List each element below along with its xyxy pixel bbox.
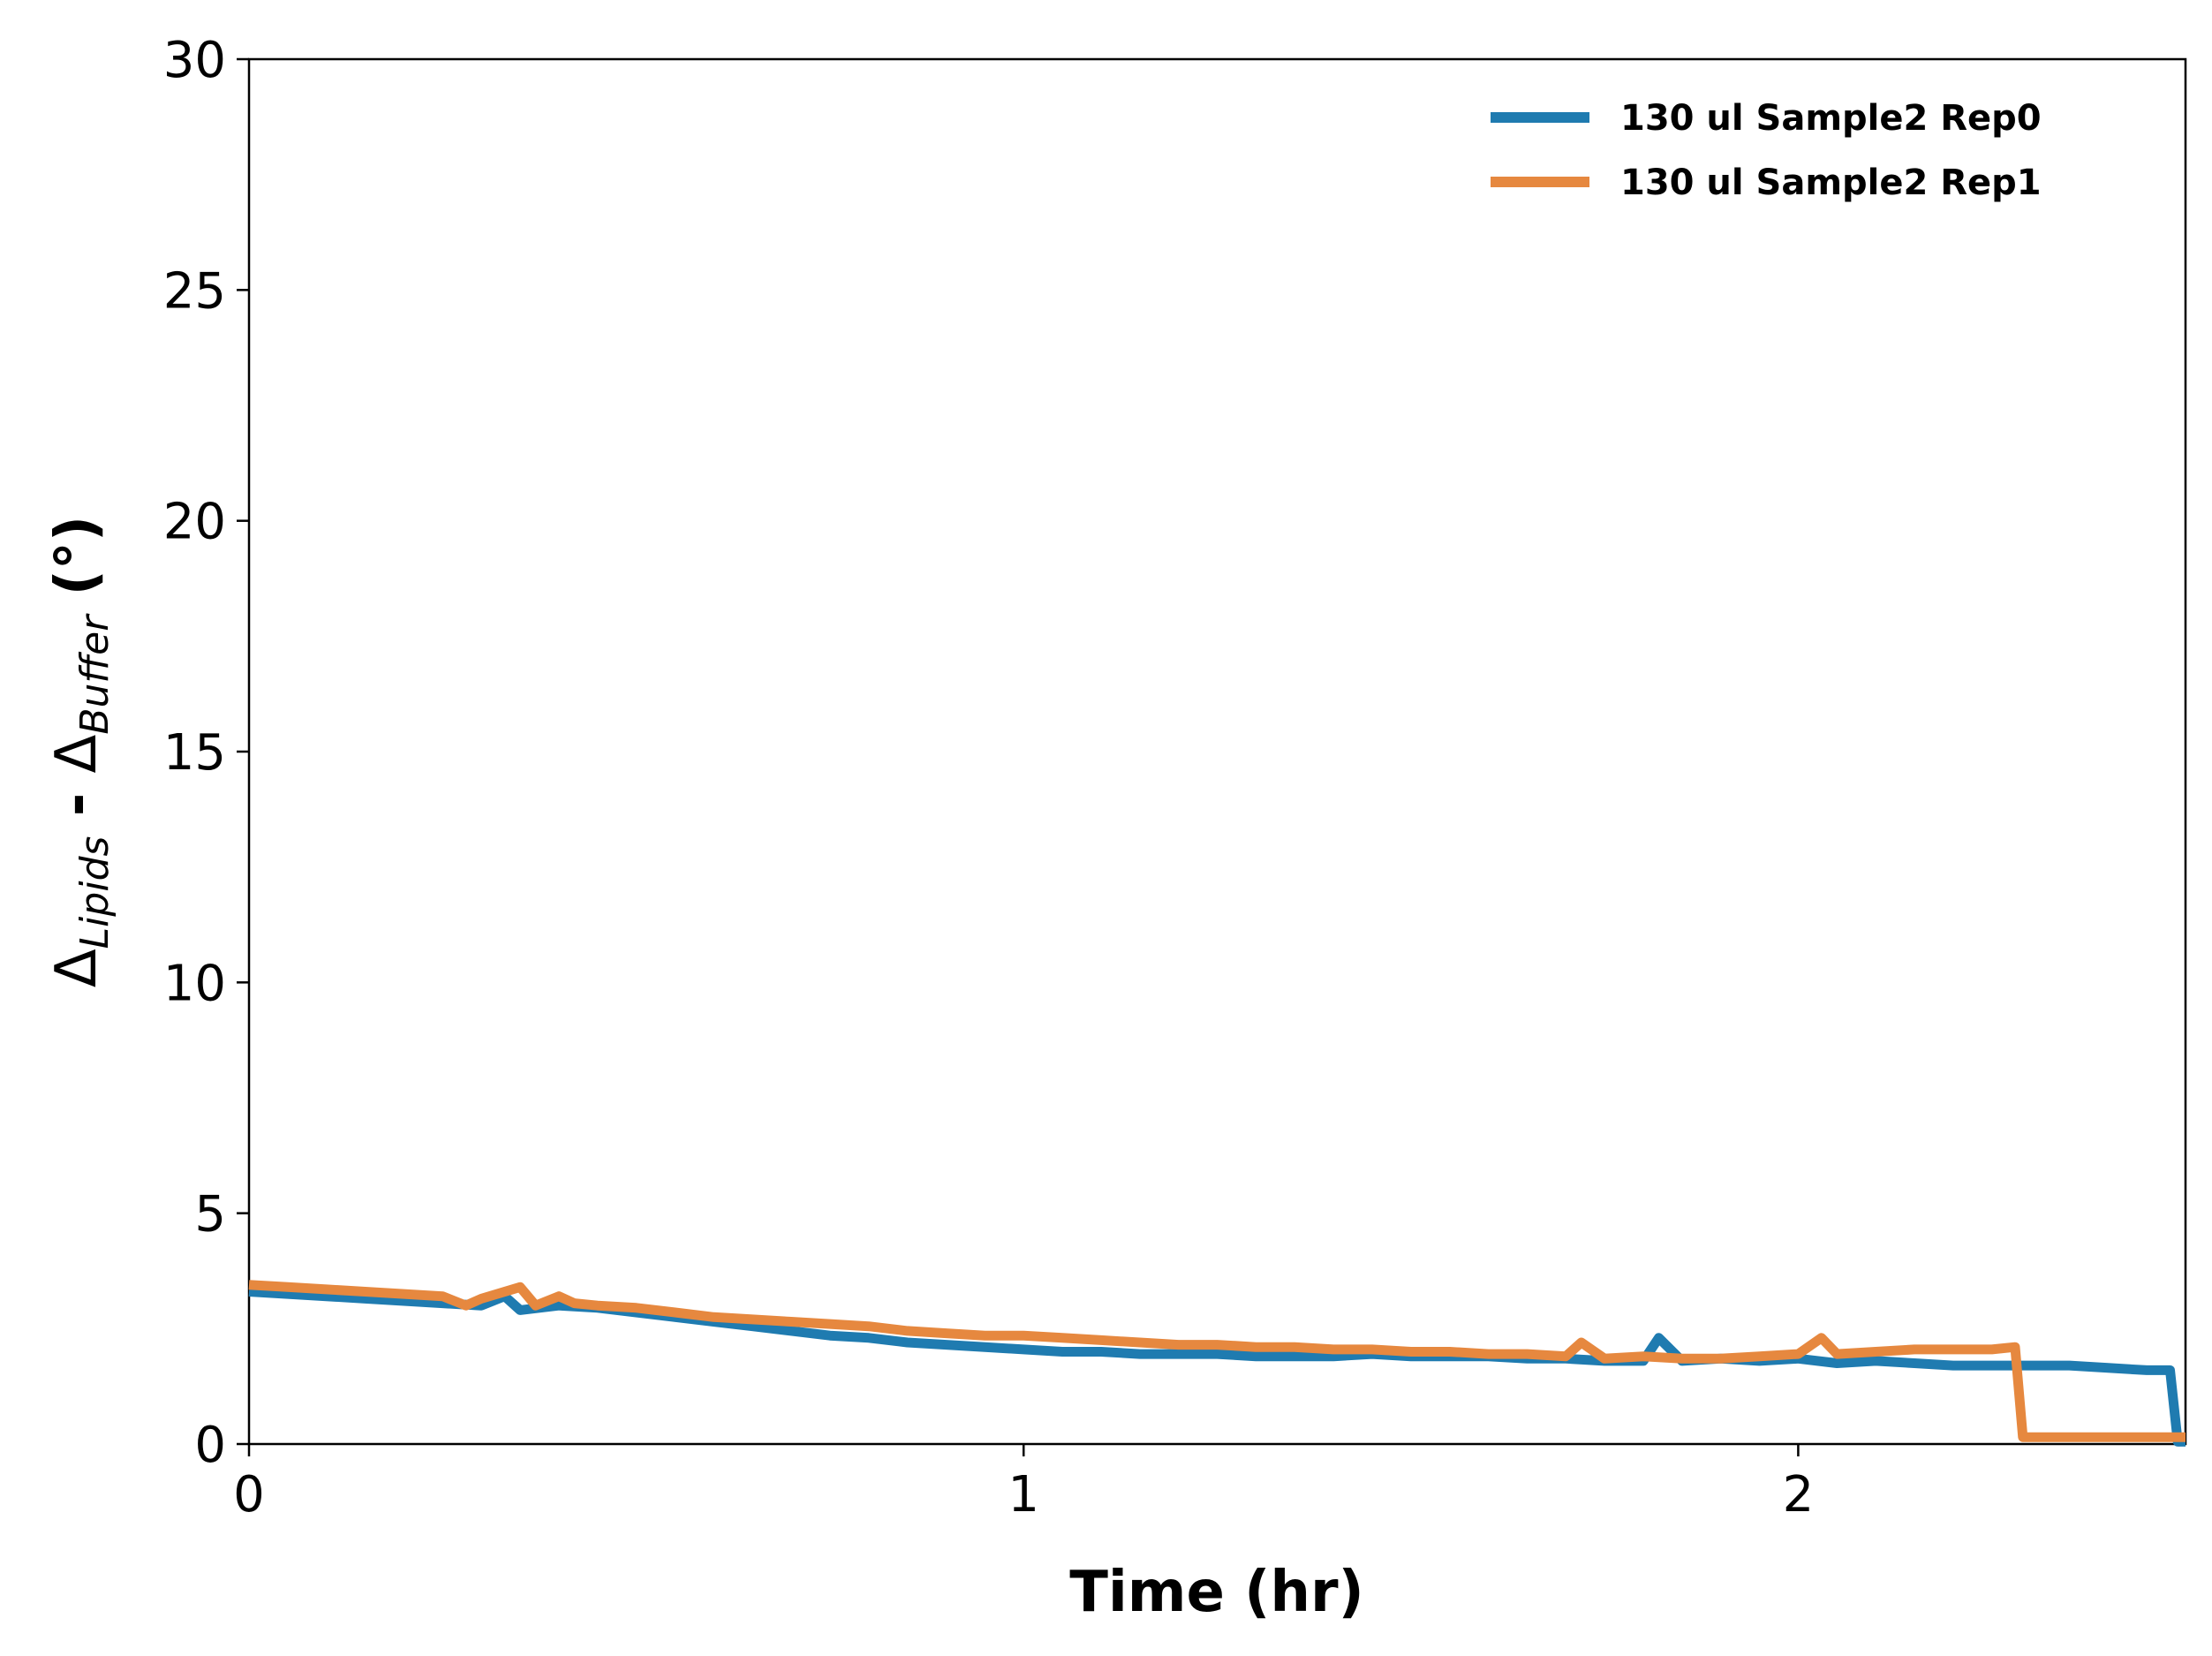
y-tick-label: 5 xyxy=(194,1186,226,1244)
y-tick-label: 15 xyxy=(163,724,226,782)
y-tick-label: 20 xyxy=(163,494,226,551)
series-layer xyxy=(248,1280,2186,1447)
series-line-rep0 xyxy=(248,1287,2186,1447)
y-axis-unit: (°) xyxy=(44,516,109,616)
x-tick-label: 1 xyxy=(1008,1466,1039,1524)
legend: 130 ul Sample2 Rep0 130 ul Sample2 Rep1 xyxy=(1491,98,2042,203)
x-tick-label: 0 xyxy=(233,1466,265,1524)
y-tick-label: 25 xyxy=(163,262,226,320)
series-line-rep1 xyxy=(248,1280,2186,1442)
y-axis-mid: - xyxy=(44,773,109,836)
y-axis-delta-1: Δ xyxy=(44,949,109,987)
x-tick-label: 2 xyxy=(1783,1466,1815,1524)
y-tick-label: 10 xyxy=(163,955,226,1012)
y-axis-title: ΔLipids - ΔBuffer (°) xyxy=(44,516,117,987)
y-axis-sub-lipids: Lipids xyxy=(72,836,117,949)
y-axis-delta-2: Δ xyxy=(44,734,109,773)
plot-area xyxy=(247,57,2187,1446)
y-tick-label: 0 xyxy=(194,1417,226,1474)
legend-label-rep0: 130 ul Sample2 Rep0 xyxy=(1620,98,2042,139)
tick-layer: 0 5 10 15 20 25 30 0 1 2 xyxy=(163,32,1814,1524)
legend-label-rep1: 130 ul Sample2 Rep1 xyxy=(1620,163,2042,203)
y-axis-sub-buffer: Buffer xyxy=(72,613,117,735)
y-tick-label: 30 xyxy=(163,32,226,89)
x-axis-title: Time (hr) xyxy=(1069,1560,1364,1625)
